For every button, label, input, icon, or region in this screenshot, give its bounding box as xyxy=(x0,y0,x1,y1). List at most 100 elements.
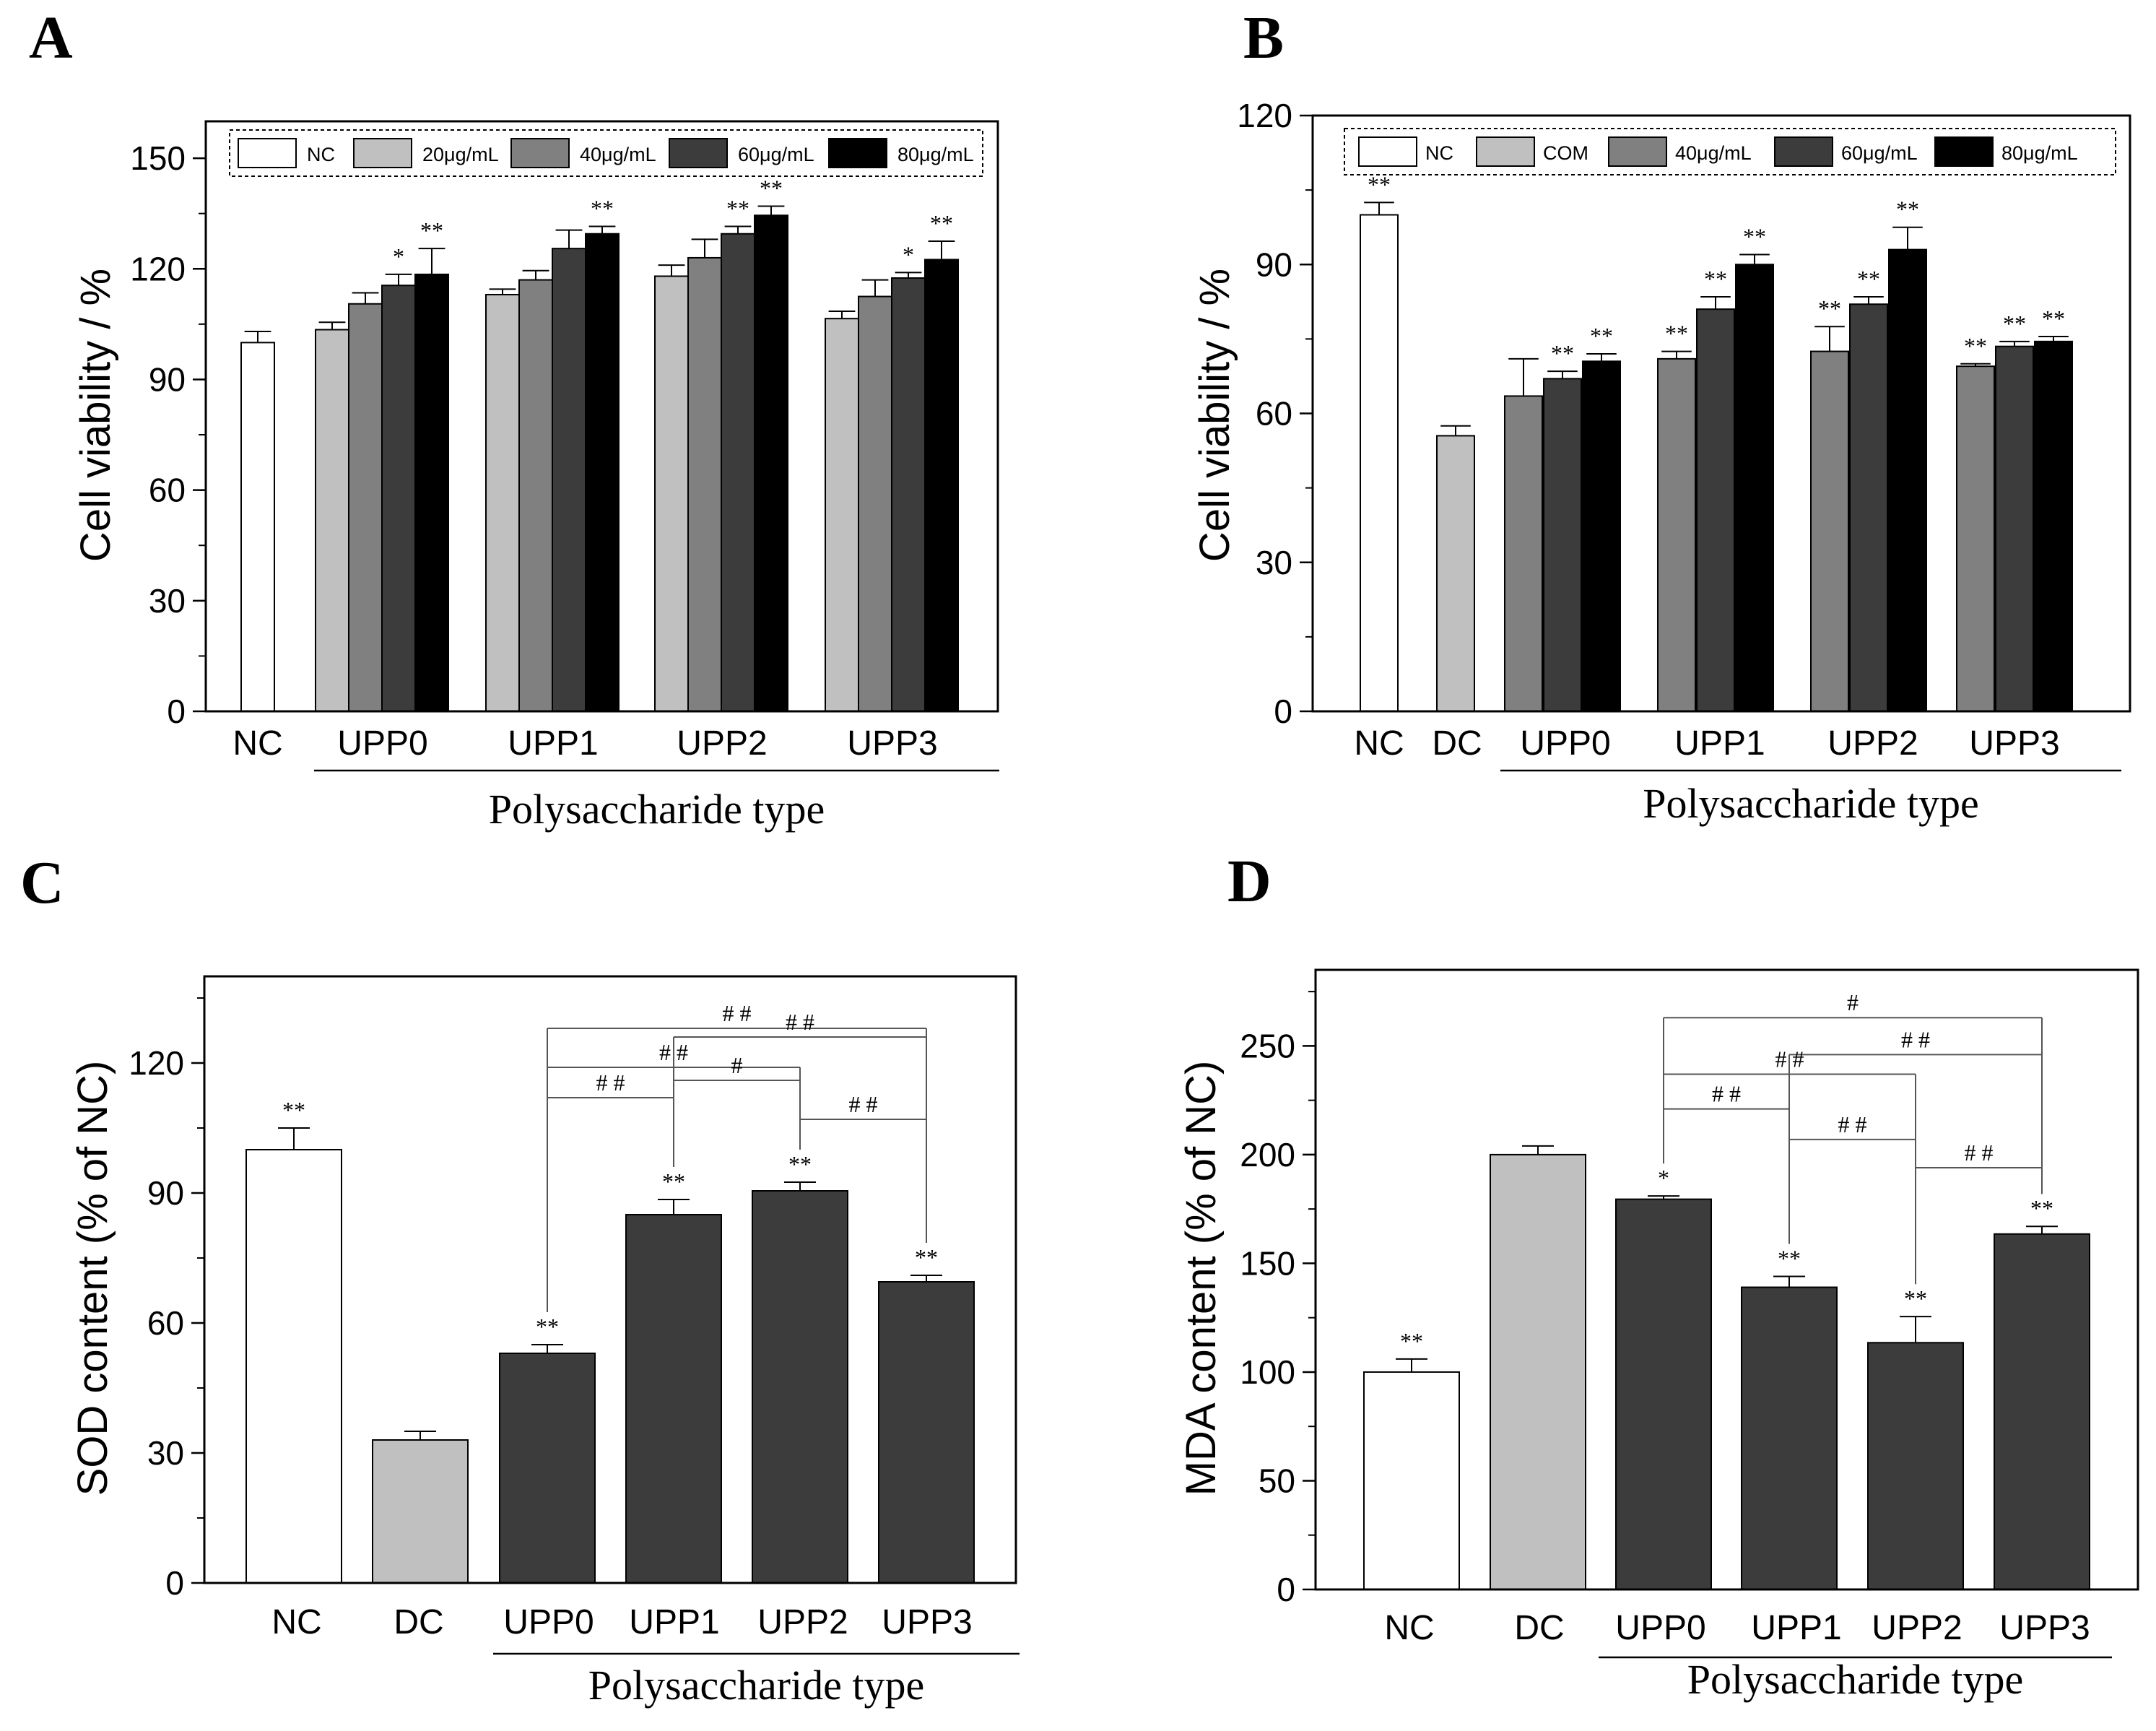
x-category-label: UPP1 xyxy=(1751,1609,1841,1647)
significance-label: ** xyxy=(1904,1285,1927,1311)
y-tick-label: 50 xyxy=(1259,1462,1295,1499)
significance-label: ** xyxy=(2003,311,2026,337)
bar xyxy=(315,329,349,712)
x-category-label: UPP2 xyxy=(677,724,767,763)
bar xyxy=(721,233,755,713)
significance-label: ** xyxy=(1590,323,1613,349)
bar xyxy=(1543,378,1582,712)
bar xyxy=(240,342,275,712)
bar xyxy=(891,277,926,712)
plot-frame xyxy=(1314,968,2139,1591)
y-tick-label: 0 xyxy=(1277,1571,1295,1608)
legend-label: 60μg/mL xyxy=(1841,142,1918,164)
bar xyxy=(1735,264,1774,712)
bar xyxy=(752,1190,848,1584)
significance-label: * xyxy=(903,241,914,267)
y-axis-label: MDA content (% of NC) xyxy=(1178,1061,1225,1496)
plot-frame xyxy=(203,975,1017,1584)
bar xyxy=(1849,303,1888,712)
y-tick-label: 60 xyxy=(149,472,186,509)
bar xyxy=(825,318,859,712)
significance-label: ** xyxy=(1896,196,1919,222)
bar xyxy=(1995,345,2034,712)
bar xyxy=(372,1439,469,1584)
comparison-bracket: # # xyxy=(799,1091,927,1243)
legend-label: 40μg/mL xyxy=(1675,142,1752,164)
x-category-label: DC xyxy=(1514,1609,1564,1647)
x-category-label: UPP2 xyxy=(757,1603,848,1641)
x-category-label: UPP1 xyxy=(629,1603,719,1641)
bar xyxy=(858,295,892,712)
x-category-label: UPP0 xyxy=(1520,724,1610,763)
y-tick-label: 60 xyxy=(147,1304,184,1342)
y-tick-label: 150 xyxy=(1240,1244,1295,1282)
comparison-label: # # xyxy=(1901,1026,1930,1052)
significance-label: ** xyxy=(726,196,749,222)
significance-label: ** xyxy=(1778,1245,1801,1271)
x-category-label: UPP2 xyxy=(1827,724,1918,763)
legend-swatch xyxy=(1476,136,1535,167)
y-tick-label: 90 xyxy=(1256,246,1292,283)
legend-label: 80μg/mL xyxy=(897,144,974,165)
bar xyxy=(552,248,586,712)
y-tick-label: 120 xyxy=(129,1044,184,1082)
chart-panel-b: B 0 30 60 90 120 ** ** ** ** ** ** ** ** ** ** ** ** NC DC U… xyxy=(1191,4,2131,827)
x-category-label: UPP3 xyxy=(1999,1609,2090,1647)
bar xyxy=(1657,357,1696,712)
y-axis-label: SOD content (% of NC) xyxy=(69,1061,116,1496)
legend-swatch xyxy=(238,138,297,168)
y-tick-label: 60 xyxy=(1256,395,1292,433)
bar xyxy=(687,256,722,712)
significance-label: ** xyxy=(1964,333,1987,359)
comparison-bracket: # # xyxy=(1663,1081,1790,1244)
significance-label: ** xyxy=(591,196,614,222)
chart-panel-c: C 0 30 60 90 120 ** ** ** ** ** # # # # # # # # # # # NC D… xyxy=(20,849,1020,1709)
x-category-label: UPP2 xyxy=(1872,1609,1962,1647)
panel-label: D xyxy=(1227,848,1272,915)
bar xyxy=(1490,1153,1586,1591)
x-category-label: UPP1 xyxy=(508,724,598,763)
significance-label: ** xyxy=(915,1244,938,1270)
legend: NC 20μg/mL 40μg/mL 60μg/mL 80μg/mL xyxy=(229,129,983,177)
bar xyxy=(518,279,553,713)
y-tick-label: 90 xyxy=(147,1174,184,1212)
x-category-label: UPP3 xyxy=(847,724,937,763)
x-axis-label: Polysaccharide type xyxy=(588,1662,924,1709)
significance-label: ** xyxy=(536,1314,559,1340)
legend-box xyxy=(1344,128,2116,175)
bar xyxy=(754,214,788,713)
bar xyxy=(1360,214,1399,712)
significance-label: ** xyxy=(930,210,953,236)
significance-label: ** xyxy=(1743,224,1766,250)
legend-label: 40μg/mL xyxy=(580,144,656,165)
bar xyxy=(1810,350,1849,712)
significance-label: ** xyxy=(1818,295,1841,321)
bar xyxy=(499,1353,596,1584)
legend-label: NC xyxy=(1425,142,1453,164)
bar xyxy=(1867,1342,1964,1591)
y-tick-label: 0 xyxy=(165,1564,184,1602)
x-category-label: NC xyxy=(271,1603,321,1641)
legend-swatch xyxy=(353,138,412,168)
bar xyxy=(1741,1286,1838,1591)
bar xyxy=(1956,365,1995,712)
comparison-label: # xyxy=(1847,989,1859,1015)
bar xyxy=(245,1149,342,1584)
bar xyxy=(585,233,620,713)
bar xyxy=(625,1214,722,1584)
significance-label: ** xyxy=(282,1097,305,1123)
y-tick-label: 100 xyxy=(1240,1353,1295,1391)
significance-label: ** xyxy=(788,1151,812,1177)
bar xyxy=(1696,308,1735,712)
legend-label: 80μg/mL xyxy=(2001,142,2078,164)
y-axis-label: Cell viability / % xyxy=(1191,269,1238,562)
legend-swatch xyxy=(669,138,728,168)
bar xyxy=(654,275,689,712)
significance-label: ** xyxy=(760,175,783,201)
comparison-label: # # xyxy=(596,1070,625,1096)
x-category-label: DC xyxy=(394,1603,443,1641)
bar xyxy=(1888,248,1927,712)
comparison-label: # # xyxy=(1965,1140,1994,1166)
legend-box xyxy=(229,129,983,177)
